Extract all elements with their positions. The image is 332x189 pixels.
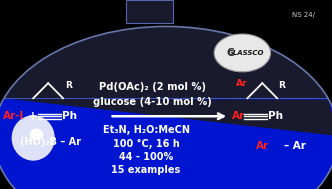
Text: R: R (65, 81, 72, 90)
Text: Ar: Ar (256, 141, 269, 150)
Text: glucose (4-10 mol %): glucose (4-10 mol %) (93, 97, 212, 107)
Ellipse shape (0, 26, 332, 189)
Text: +: + (28, 110, 38, 123)
Text: Ar: Ar (236, 79, 247, 88)
Text: R: R (278, 81, 285, 90)
Ellipse shape (0, 26, 332, 189)
Ellipse shape (0, 26, 332, 189)
Polygon shape (0, 98, 332, 189)
Text: – Ar: – Ar (284, 141, 306, 150)
Text: Pd(OAc)₂ (2 mol %): Pd(OAc)₂ (2 mol %) (99, 82, 206, 92)
Text: G: G (227, 48, 235, 58)
Ellipse shape (12, 115, 55, 161)
Text: (HO)₂B – Ar: (HO)₂B – Ar (20, 137, 81, 147)
Text: 100 °C, 16 h: 100 °C, 16 h (113, 139, 180, 149)
Polygon shape (126, 0, 173, 23)
Text: 15 examples: 15 examples (112, 165, 181, 175)
Text: Ar: Ar (232, 111, 246, 121)
Text: Ph: Ph (268, 111, 283, 121)
Text: Ar-I: Ar-I (3, 111, 25, 121)
Text: Ph: Ph (62, 111, 77, 121)
Text: Et₃N, H₂O:MeCN: Et₃N, H₂O:MeCN (103, 125, 190, 135)
Ellipse shape (30, 129, 43, 140)
Ellipse shape (214, 34, 271, 72)
Text: GLASSCO: GLASSCO (227, 50, 264, 56)
Text: 44 - 100%: 44 - 100% (119, 152, 173, 162)
Text: NS 24/: NS 24/ (292, 12, 315, 18)
Polygon shape (0, 0, 332, 98)
